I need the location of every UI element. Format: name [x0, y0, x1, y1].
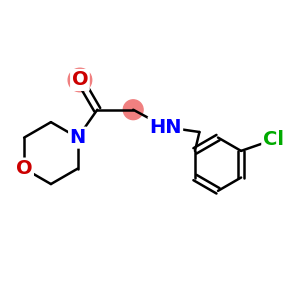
Circle shape [123, 100, 143, 120]
Text: O: O [16, 159, 32, 178]
Text: N: N [70, 128, 86, 147]
Circle shape [68, 68, 92, 92]
Text: Cl: Cl [263, 130, 284, 149]
Text: O: O [72, 70, 88, 89]
Text: HN: HN [149, 118, 182, 136]
